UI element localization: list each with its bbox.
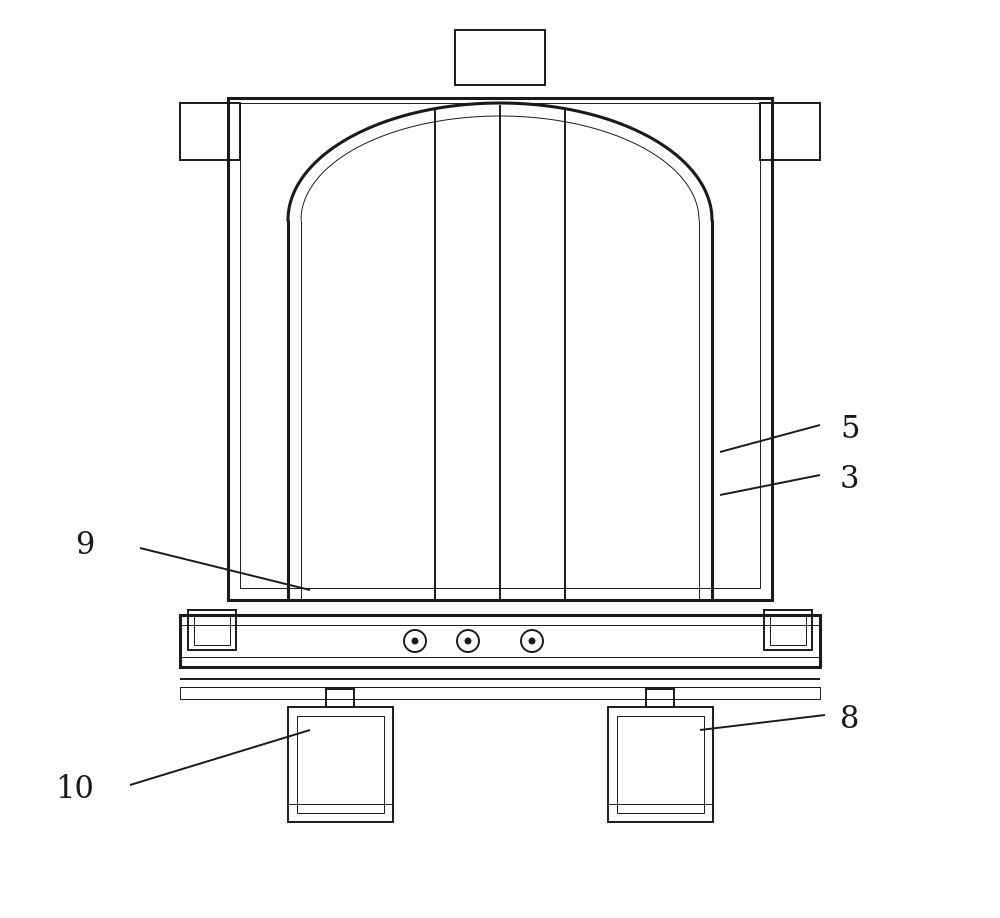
Bar — [180, 615, 820, 667]
Bar — [228, 98, 772, 600]
Bar — [180, 103, 240, 160]
Bar — [616, 716, 704, 813]
Bar — [455, 30, 545, 85]
Bar — [608, 707, 712, 822]
Text: 10: 10 — [55, 775, 94, 805]
Circle shape — [465, 638, 471, 644]
Circle shape — [529, 638, 535, 644]
Bar — [296, 716, 384, 813]
Text: 5: 5 — [840, 415, 860, 445]
Bar — [760, 103, 820, 160]
Bar — [764, 610, 812, 650]
Bar — [240, 103, 760, 588]
Bar — [646, 689, 674, 707]
Text: 9: 9 — [75, 530, 94, 561]
Bar — [288, 707, 392, 822]
Text: 3: 3 — [840, 465, 860, 496]
Bar — [326, 689, 354, 707]
Bar — [180, 687, 820, 699]
Bar — [188, 610, 236, 650]
Bar — [770, 615, 806, 645]
Text: 8: 8 — [840, 704, 859, 735]
Bar — [194, 615, 230, 645]
Circle shape — [412, 638, 418, 644]
